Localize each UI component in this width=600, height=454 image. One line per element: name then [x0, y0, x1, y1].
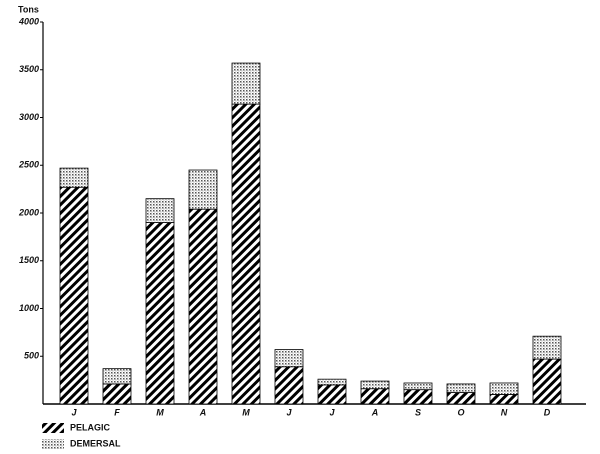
legend-label: DEMERSAL [70, 438, 121, 448]
bar-segment [59, 167, 89, 188]
bar-segment [188, 208, 218, 405]
x-tick-label: D [544, 407, 551, 417]
bar-segment [188, 169, 218, 210]
bar-segment [446, 383, 476, 393]
x-tick-label: A [371, 407, 379, 417]
bar-segment [360, 388, 390, 405]
bar-segment [59, 186, 89, 405]
bar-segment [231, 62, 261, 105]
x-tick-label: A [199, 407, 207, 417]
bar-segment [489, 382, 519, 395]
bar-segment [102, 383, 132, 405]
y-tick-label: 3000 [19, 112, 39, 122]
legend-swatch [42, 423, 64, 433]
y-tick-label: 1000 [19, 303, 39, 313]
bar-segment [274, 349, 304, 368]
bar-segment [532, 335, 562, 360]
bar-segment [317, 378, 347, 386]
x-tick-label: O [457, 407, 464, 417]
bar-segment [231, 103, 261, 405]
bar-segment [446, 392, 476, 405]
x-tick-label: N [501, 407, 508, 417]
bar-segment [360, 380, 390, 390]
y-axis-label: Tons [18, 4, 39, 14]
x-tick-label: M [242, 407, 250, 417]
x-tick-label: S [415, 407, 421, 417]
legend-swatch [42, 439, 64, 449]
bar-segment [102, 368, 132, 385]
y-tick-label: 1500 [19, 255, 39, 265]
y-tick-label: 2500 [18, 160, 39, 170]
bar-segment [403, 389, 433, 405]
bar-segment [532, 358, 562, 405]
x-tick-label: M [156, 407, 164, 417]
y-tick-label: 4000 [18, 16, 39, 26]
bar-segment [274, 366, 304, 405]
y-tick-label: 500 [24, 351, 39, 361]
bar-segment [403, 382, 433, 391]
bar-segment [489, 394, 519, 405]
bar-segment [145, 222, 175, 405]
bar-segment [317, 384, 347, 405]
legend-label: PELAGIC [70, 422, 111, 432]
x-tick-label: F [114, 407, 120, 417]
y-tick-label: 3500 [19, 64, 39, 74]
x-tick-label: J [329, 407, 335, 417]
x-tick-label: J [286, 407, 292, 417]
bar-segment [145, 198, 175, 223]
y-tick-label: 2000 [18, 207, 39, 217]
x-tick-label: J [71, 407, 77, 417]
